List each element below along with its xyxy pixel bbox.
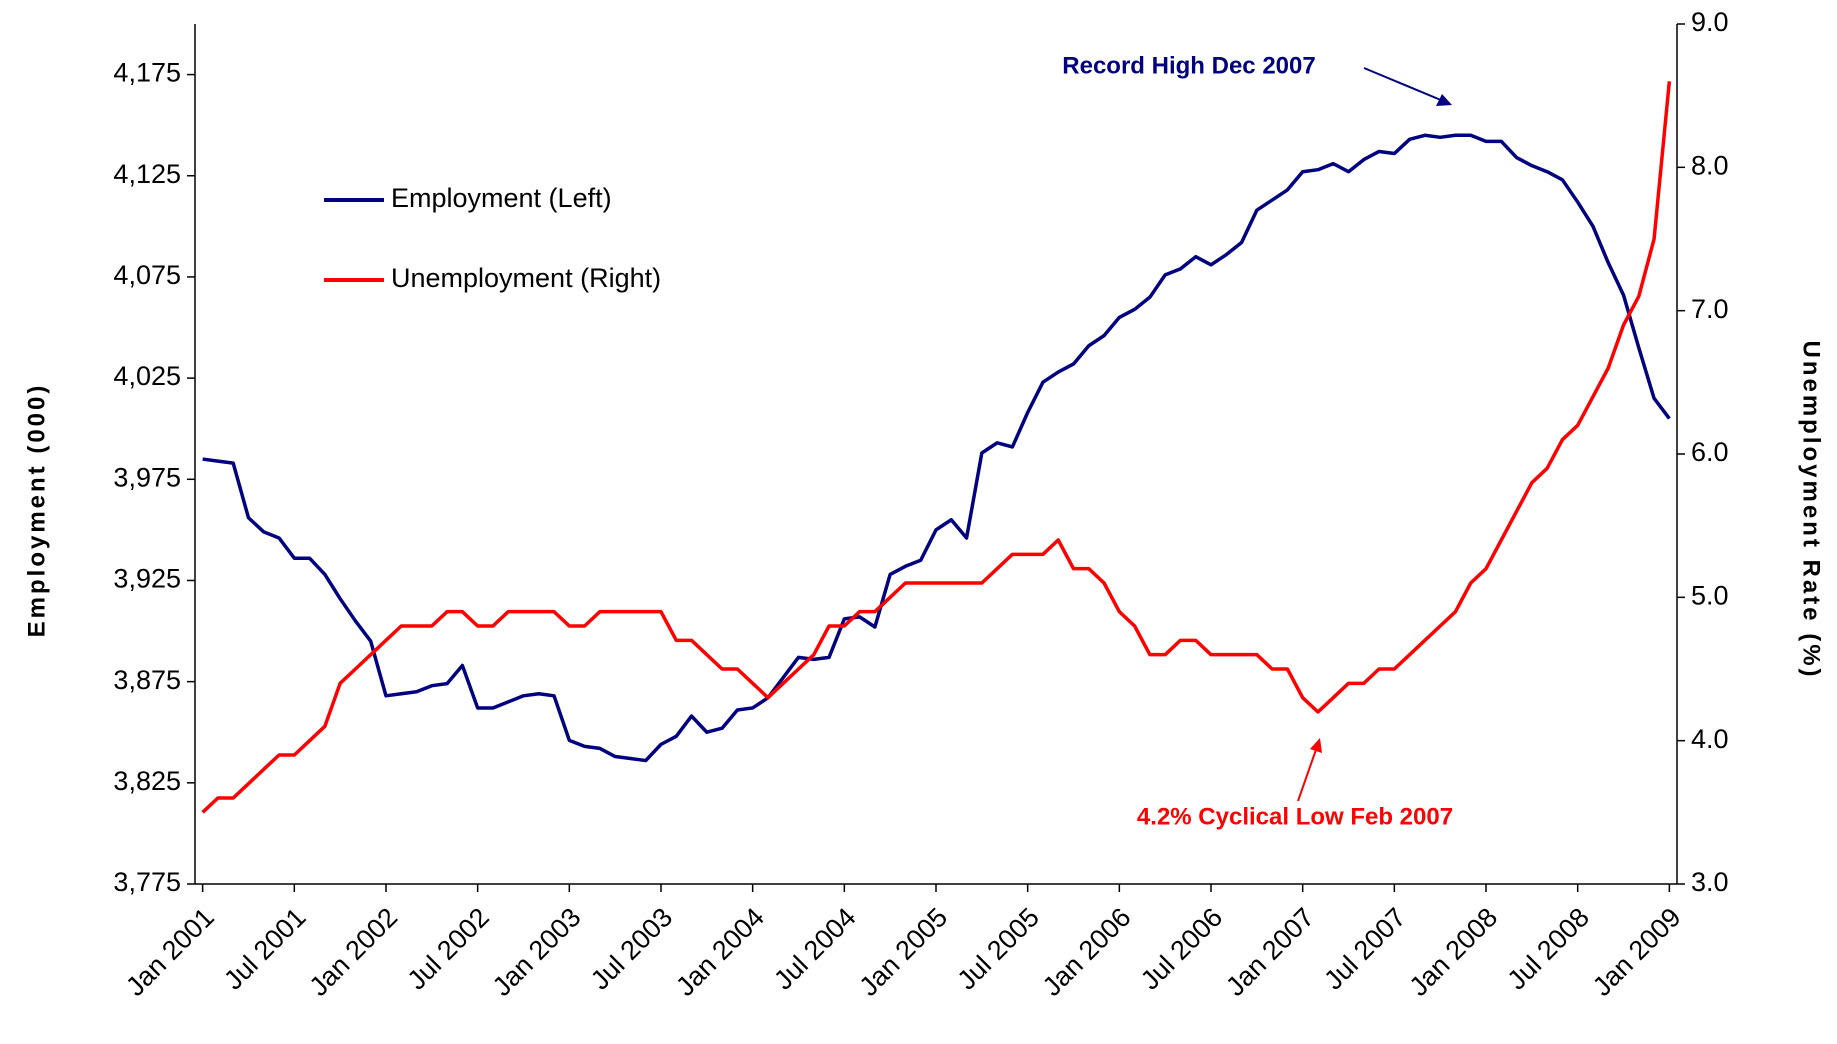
- x-tick-label: Jul 2002: [402, 902, 495, 995]
- x-tick-label: Jul 2008: [1502, 902, 1595, 995]
- x-tick-label: Jul 2006: [1135, 902, 1228, 995]
- x-tick-label: Jul 2001: [218, 902, 311, 995]
- legend-label: Unemployment (Right): [391, 263, 661, 293]
- x-tick-label: Jan 2005: [854, 902, 954, 1002]
- y2-tick-label: 7.0: [1691, 294, 1729, 324]
- arrow-head: [1436, 94, 1452, 106]
- y2-tick-label: 5.0: [1691, 580, 1729, 610]
- y2-tick-label: 4.0: [1691, 724, 1729, 754]
- x-tick-label: Jan 2002: [303, 902, 403, 1002]
- annotation-arrow: [1363, 67, 1449, 104]
- x-tick-label: Jul 2007: [1318, 902, 1411, 995]
- x-tick-label: Jan 2008: [1404, 902, 1504, 1002]
- y2-tick-label: 8.0: [1691, 150, 1729, 180]
- y2-tick-label: 3.0: [1691, 867, 1729, 897]
- y-tick-label: 3,925: [113, 564, 181, 594]
- y2-axis-title: Unemployment Rate (%): [1798, 340, 1825, 679]
- series-line: [202, 133, 1671, 763]
- x-tick-label: Jan 2007: [1220, 902, 1320, 1002]
- x-tick-label: Jan 2001: [120, 902, 220, 1002]
- y-axis-title: Employment (000): [23, 383, 50, 638]
- legend-label: Employment (Left): [391, 183, 612, 213]
- y-tick-label: 3,975: [113, 462, 181, 492]
- x-tick-label: Jul 2003: [585, 902, 678, 995]
- y2-tick-label: 6.0: [1691, 437, 1729, 467]
- annotation-arrow: [1297, 743, 1319, 802]
- x-tick-label: Jan 2004: [670, 902, 770, 1002]
- x-tick-label: Jul 2004: [768, 902, 861, 995]
- y-tick-label: 3,825: [113, 766, 181, 796]
- annotation: Record High Dec 2007: [1062, 52, 1315, 79]
- y2-tick-label: 9.0: [1691, 7, 1729, 37]
- x-tick-label: Jan 2003: [487, 902, 587, 1002]
- x-tick-label: Jul 2005: [952, 902, 1045, 995]
- y-tick-label: 4,025: [113, 361, 181, 391]
- x-tick-label: Jan 2006: [1037, 902, 1137, 1002]
- y-tick-label: 4,075: [113, 260, 181, 290]
- x-tick-label: Jan 2009: [1587, 902, 1687, 1002]
- annotation: 4.2% Cyclical Low Feb 2007: [1137, 803, 1453, 830]
- y-tick-label: 3,775: [113, 867, 181, 897]
- y-tick-label: 3,875: [113, 665, 181, 695]
- y-tick-label: 4,125: [113, 159, 181, 189]
- arrow-head: [1310, 738, 1322, 753]
- y-tick-label: 4,175: [113, 58, 181, 88]
- series-line: [201, 81, 1672, 814]
